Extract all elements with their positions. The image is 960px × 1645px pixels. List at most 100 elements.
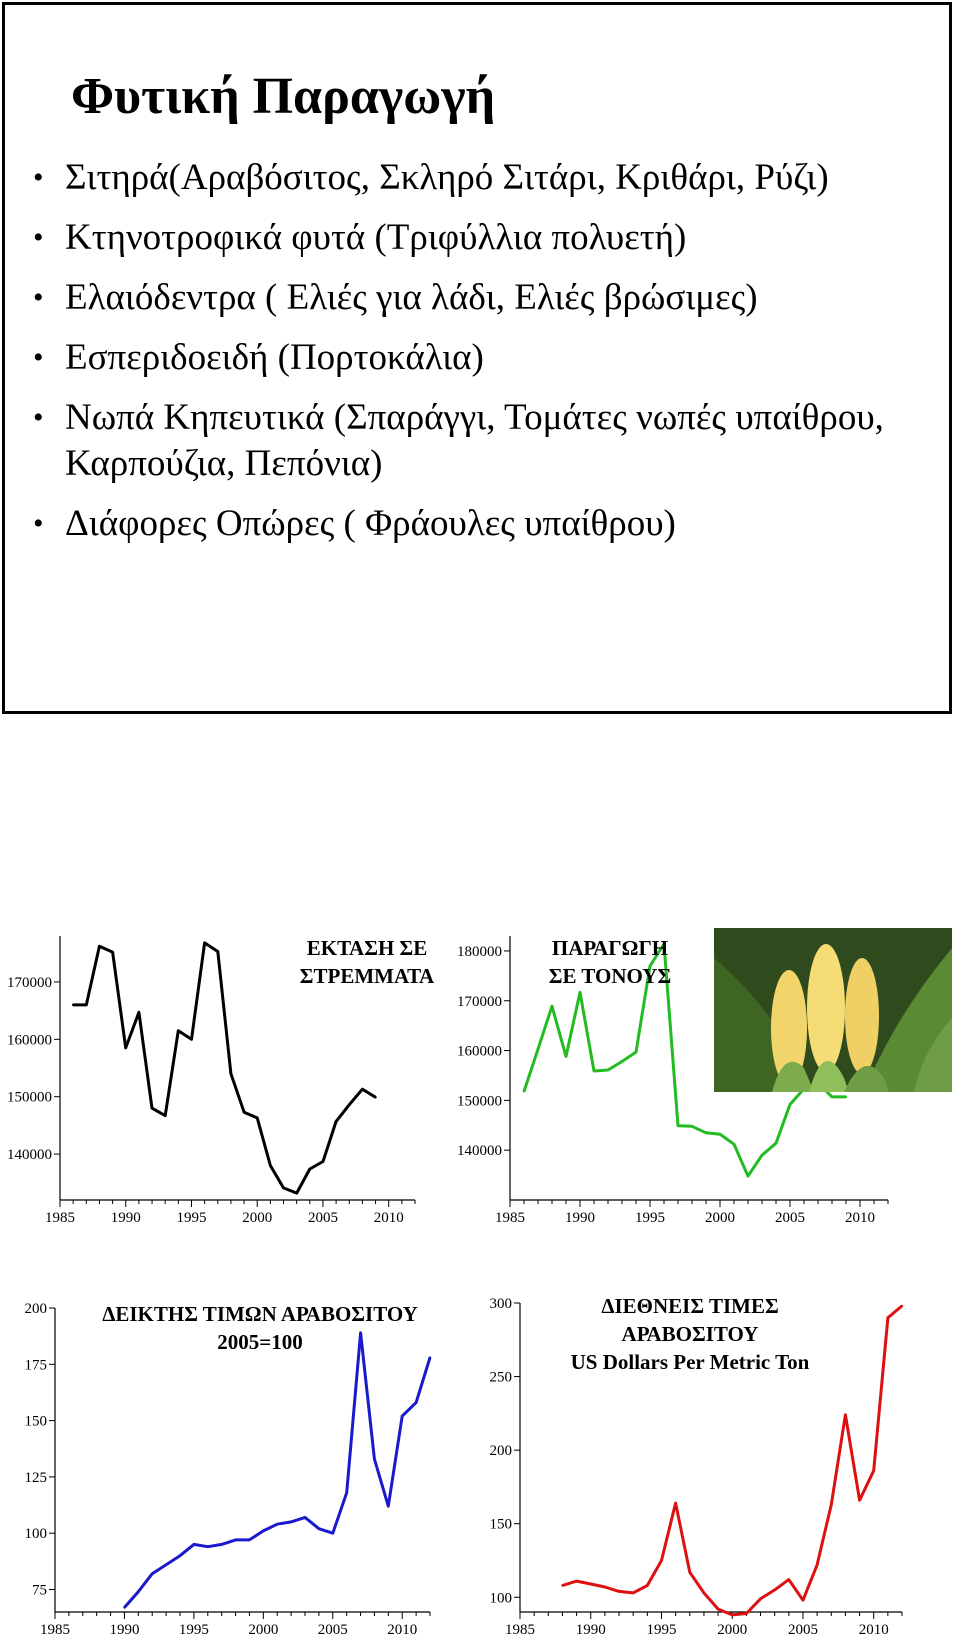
chart-title-line: ΕΚΤΑΣΗ ΣΕ xyxy=(306,936,428,960)
x-tick-label: 1995 xyxy=(646,1622,676,1638)
data-point xyxy=(858,1498,861,1502)
data-point xyxy=(348,1103,351,1106)
data-point xyxy=(321,1160,325,1163)
data-point xyxy=(830,1503,833,1506)
bullet-text: Διάφορες Οπώρες ( Φράουλες υπαίθρου) xyxy=(65,503,676,544)
data-point xyxy=(774,1142,778,1145)
data-point xyxy=(718,1133,722,1136)
data-point xyxy=(674,1501,677,1505)
data-point xyxy=(234,1538,237,1542)
data-point xyxy=(660,1559,663,1562)
y-tick-label: 140000 xyxy=(7,1147,52,1163)
data-point xyxy=(428,1356,432,1359)
bullet-icon: • xyxy=(33,507,44,540)
data-point xyxy=(295,1191,298,1195)
chart-title: ΔΙΕΘΝΕΙΣ ΤΙΜΕΣ ΑΡΑΒΟΣΙΤΟΥ US Dollars Per M… xyxy=(540,1292,840,1376)
data-point xyxy=(702,1591,706,1595)
chart-title-line: ΔΕΙΚΤΗΣ ΤΙΜΩΝ ΑΡΑΒΟΣΙΤΟΥ xyxy=(102,1302,418,1326)
data-point xyxy=(815,1563,819,1567)
y-tick-label: 250 xyxy=(490,1370,513,1386)
data-point xyxy=(124,1046,127,1050)
data-point xyxy=(732,1143,736,1146)
x-tick-label: 2010 xyxy=(845,1210,875,1226)
data-point xyxy=(830,1095,834,1099)
data-point xyxy=(242,1110,246,1114)
chart-2: 1985 1990 1995 2000 2005 2010 140000 150000 1600… xyxy=(457,936,889,1226)
data-point xyxy=(359,1331,362,1334)
data-point xyxy=(550,1005,554,1008)
y-tick-label: 160000 xyxy=(7,1032,52,1048)
data-point xyxy=(269,1164,272,1167)
data-point xyxy=(192,1543,196,1546)
y-tick-label: 200 xyxy=(490,1443,513,1459)
data-point xyxy=(662,942,666,946)
data-point xyxy=(731,1613,734,1617)
x-tick-label: 1985 xyxy=(45,1210,75,1226)
chart-3: 1985 1990 1995 2000 2005 2010 75 100 125 150 175 20… xyxy=(25,1301,432,1638)
y-tick-label: 175 xyxy=(25,1357,48,1373)
y-tick-label: 125 xyxy=(25,1470,48,1486)
bullet-icon: • xyxy=(33,281,44,314)
x-tick-label: 2010 xyxy=(387,1622,417,1638)
bullet-text: Εσπεριδοειδή (Πορτοκάλια) xyxy=(65,337,484,378)
slide-title: Φυτική Παραγωγή xyxy=(71,68,496,125)
data-point xyxy=(788,1103,792,1106)
data-point xyxy=(787,1578,791,1581)
series-line xyxy=(73,941,377,1195)
data-point xyxy=(620,1060,624,1063)
data-point xyxy=(676,1124,680,1127)
x-tick-label: 1990 xyxy=(111,1210,141,1226)
y-tick-label: 150000 xyxy=(457,1093,502,1109)
data-point xyxy=(648,964,652,968)
data-point xyxy=(308,1167,312,1171)
data-point xyxy=(123,1606,126,1609)
charts-canvas: 1985 1990 1995 2000 2005 2010 140000 150000 1600… xyxy=(7,936,904,1638)
x-tick-label: 2000 xyxy=(705,1210,735,1226)
data-point xyxy=(216,950,219,953)
x-tick-label: 2000 xyxy=(242,1210,272,1226)
y-tick-label: 300 xyxy=(490,1296,513,1312)
data-point xyxy=(373,1457,376,1461)
data-point xyxy=(746,1174,750,1178)
data-point xyxy=(606,1068,610,1072)
data-point xyxy=(617,1590,621,1593)
x-tick-label: 1995 xyxy=(176,1210,206,1226)
data-point xyxy=(603,1585,607,1589)
x-tick-label: 2010 xyxy=(859,1622,889,1638)
bullet-list: • Σιτηρά(Αραβόσιτος, Σκληρό Σιτάρι, Κριθά… xyxy=(27,155,942,561)
data-point xyxy=(71,1003,75,1007)
chart-title-line: 2005=100 xyxy=(217,1330,303,1354)
bullet-item: • Ελαιόδεντρα ( Ελιές για λάδι, Ελιές βρώ… xyxy=(27,275,942,321)
data-point xyxy=(164,1563,168,1566)
data-point xyxy=(374,1096,377,1099)
bullet-text: Νωπά Κηπευτικά (Σπαράγγι, Τομάτες νωπές … xyxy=(65,397,884,484)
data-point xyxy=(536,1047,540,1051)
data-point xyxy=(690,1125,694,1128)
data-point xyxy=(229,1072,233,1075)
bullet-icon: • xyxy=(33,341,44,374)
chart-4: 1985 1990 1995 2000 2005 2010 100 150 200 250 300 xyxy=(490,1296,904,1638)
x-tick-label: 1995 xyxy=(179,1622,209,1638)
data-point xyxy=(303,1516,307,1519)
y-tick-label: 200 xyxy=(25,1301,48,1317)
x-tick-label: 2005 xyxy=(788,1622,818,1638)
data-point xyxy=(801,1599,805,1602)
x-tick-label: 1990 xyxy=(109,1622,139,1638)
data-point xyxy=(646,1584,649,1587)
data-point xyxy=(578,991,582,994)
data-point xyxy=(178,1554,182,1557)
data-point xyxy=(592,1069,596,1073)
bullet-icon: • xyxy=(33,221,44,254)
data-point xyxy=(137,1590,140,1593)
data-point xyxy=(345,1491,348,1494)
x-tick-label: 1990 xyxy=(576,1622,606,1638)
chart-title-line: ΑΡΑΒΟΣΙΤΟΥ xyxy=(621,1322,759,1346)
chart-title: ΠΑΡΑΓΩΓΗ ΣΕ ΤΟΝΟΥΣ xyxy=(530,934,690,990)
series-line xyxy=(522,942,846,1178)
x-tick-label: 2005 xyxy=(775,1210,805,1226)
data-point xyxy=(163,1114,167,1117)
data-point xyxy=(773,1588,776,1592)
data-point xyxy=(872,1469,875,1472)
chart-title-line: ΣΕ ΤΟΝΟΥΣ xyxy=(548,964,672,988)
data-point xyxy=(150,1106,154,1110)
